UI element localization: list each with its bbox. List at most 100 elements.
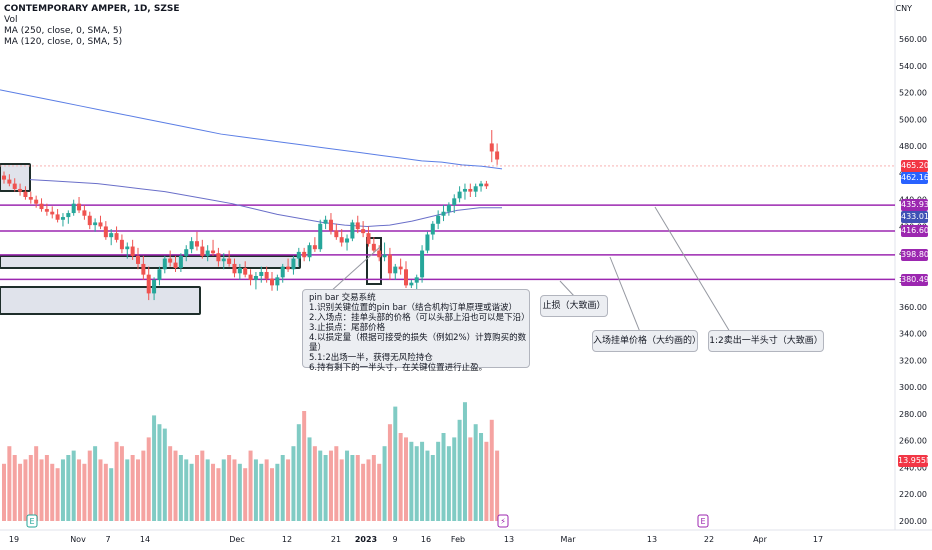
candle-body [462, 188, 467, 192]
ma120-line [29, 179, 502, 227]
candle-body [178, 255, 183, 268]
note-pointer-line [609, 256, 641, 333]
candle-body [168, 258, 173, 263]
volume-bar [253, 459, 258, 521]
volume-bar [189, 463, 194, 521]
volume-bar [398, 433, 403, 521]
ma250-line [0, 89, 503, 170]
level1-price-tag: 435.93 [901, 199, 929, 211]
volume-bar [473, 424, 478, 521]
note-pointer-line [654, 206, 731, 333]
candle-body [350, 222, 355, 239]
stop-loss-note[interactable]: 止损（大致画） [540, 295, 608, 317]
volume-bar [82, 463, 87, 521]
take-profit-note[interactable]: 1:2卖出一半头寸（大致画） [708, 330, 824, 352]
candle-body [312, 245, 317, 250]
volume-bar [205, 459, 210, 521]
candle-body [103, 226, 108, 238]
candle-body [404, 269, 408, 286]
volume-bar [103, 463, 108, 521]
candle-body [157, 269, 162, 280]
volume-bar [194, 455, 199, 521]
candle-body [302, 251, 307, 258]
candle-body [307, 245, 312, 258]
candle-body [377, 250, 382, 258]
x-tick-label: 19 [9, 535, 19, 544]
level2-price-tag: 433.01 [901, 211, 929, 223]
candle-body [71, 203, 76, 214]
candle-body [264, 271, 269, 279]
volume-bar [23, 459, 28, 521]
volume-bar [248, 450, 253, 521]
note-line-0: pin bar 交易系统 [309, 293, 376, 303]
volume-bar [221, 459, 226, 521]
ma250-indicator-label[interactable]: MA (250, close, 0, SMA, 5) [4, 26, 123, 36]
volume-bar [409, 441, 414, 521]
candle-body [296, 251, 301, 259]
volume-bar [7, 446, 12, 521]
event-marker [26, 514, 38, 528]
ma120-indicator-label[interactable]: MA (120, close, 0, SMA, 5) [4, 37, 123, 47]
note-line-6: 6.持有剩下的一半头寸，在关键位置进行止盈。 [309, 363, 488, 373]
candle-body [114, 233, 119, 240]
candle-body [318, 223, 323, 250]
volume-bar [339, 459, 344, 521]
volume-bar [259, 463, 264, 521]
candle-body [82, 210, 87, 216]
volume-bar [302, 411, 307, 521]
x-tick-label: Apr [753, 535, 768, 544]
volume-bar [12, 455, 17, 521]
volume-bar [157, 424, 162, 521]
x-tick-label: 17 [813, 535, 823, 544]
volume-bar [462, 402, 467, 521]
volume-bar [387, 424, 392, 521]
y-tick-label: 540.00 [899, 62, 927, 71]
event-marker-glyph: E [29, 517, 34, 526]
last-price-tag: 465.20 [901, 160, 929, 172]
volume-indicator-label[interactable]: Vol [4, 15, 18, 25]
event-marker-glyph: ⚡ [500, 517, 506, 526]
volume-bar [291, 446, 296, 521]
entry-price-note[interactable]: 入场挂单价格（大约画的） [592, 330, 701, 352]
candle-body [200, 246, 205, 256]
y-tick-label: 480.00 [899, 142, 927, 151]
pin-bar-system-note[interactable]: pin bar 交易系统 1.识别关键位置的pin bar（结合机构订单原理或谐… [302, 289, 530, 373]
volume-bar [77, 459, 82, 521]
volume-bar [34, 446, 39, 521]
candle-body [34, 199, 39, 204]
volume-bar [130, 455, 135, 521]
candle-body [152, 280, 157, 294]
y-tick-label: 280.00 [899, 410, 927, 419]
note-pointer-line [329, 246, 381, 293]
volume-bar [93, 446, 98, 521]
candle-body [141, 263, 146, 275]
chart-legend: CONTEMPORARY AMPER, 1D, SZSE Vol MA (250… [4, 4, 180, 48]
volume-bar [382, 446, 387, 521]
volume-bar [307, 437, 312, 521]
candle-body [420, 250, 425, 278]
event-marker [497, 514, 509, 528]
volume-bar [152, 415, 157, 521]
volume-bar [489, 419, 494, 521]
candle-body [162, 258, 167, 270]
note-line-3: 3.止损点：尾部价格 [309, 323, 386, 333]
x-tick-label: Nov [70, 535, 86, 544]
candle-body [23, 191, 28, 197]
volume-bar [312, 446, 317, 521]
candle-body [28, 196, 33, 200]
volume-bar [2, 463, 6, 521]
candle-body [18, 188, 23, 192]
volume-bar [371, 455, 376, 521]
volume-bar [484, 441, 489, 521]
candle-body [130, 246, 135, 256]
y-tick-label: 220.00 [899, 490, 927, 499]
level3-price-tag: 416.60 [901, 225, 929, 237]
y-tick-label: 340.00 [899, 330, 927, 339]
volume-bar [200, 450, 205, 521]
volume-price-tag: 13.955M [898, 455, 932, 467]
volume-bar [146, 437, 151, 521]
symbol-title[interactable]: CONTEMPORARY AMPER, 1D, SZSE [4, 4, 180, 14]
volume-bar [436, 441, 441, 521]
candle-body [12, 183, 17, 189]
